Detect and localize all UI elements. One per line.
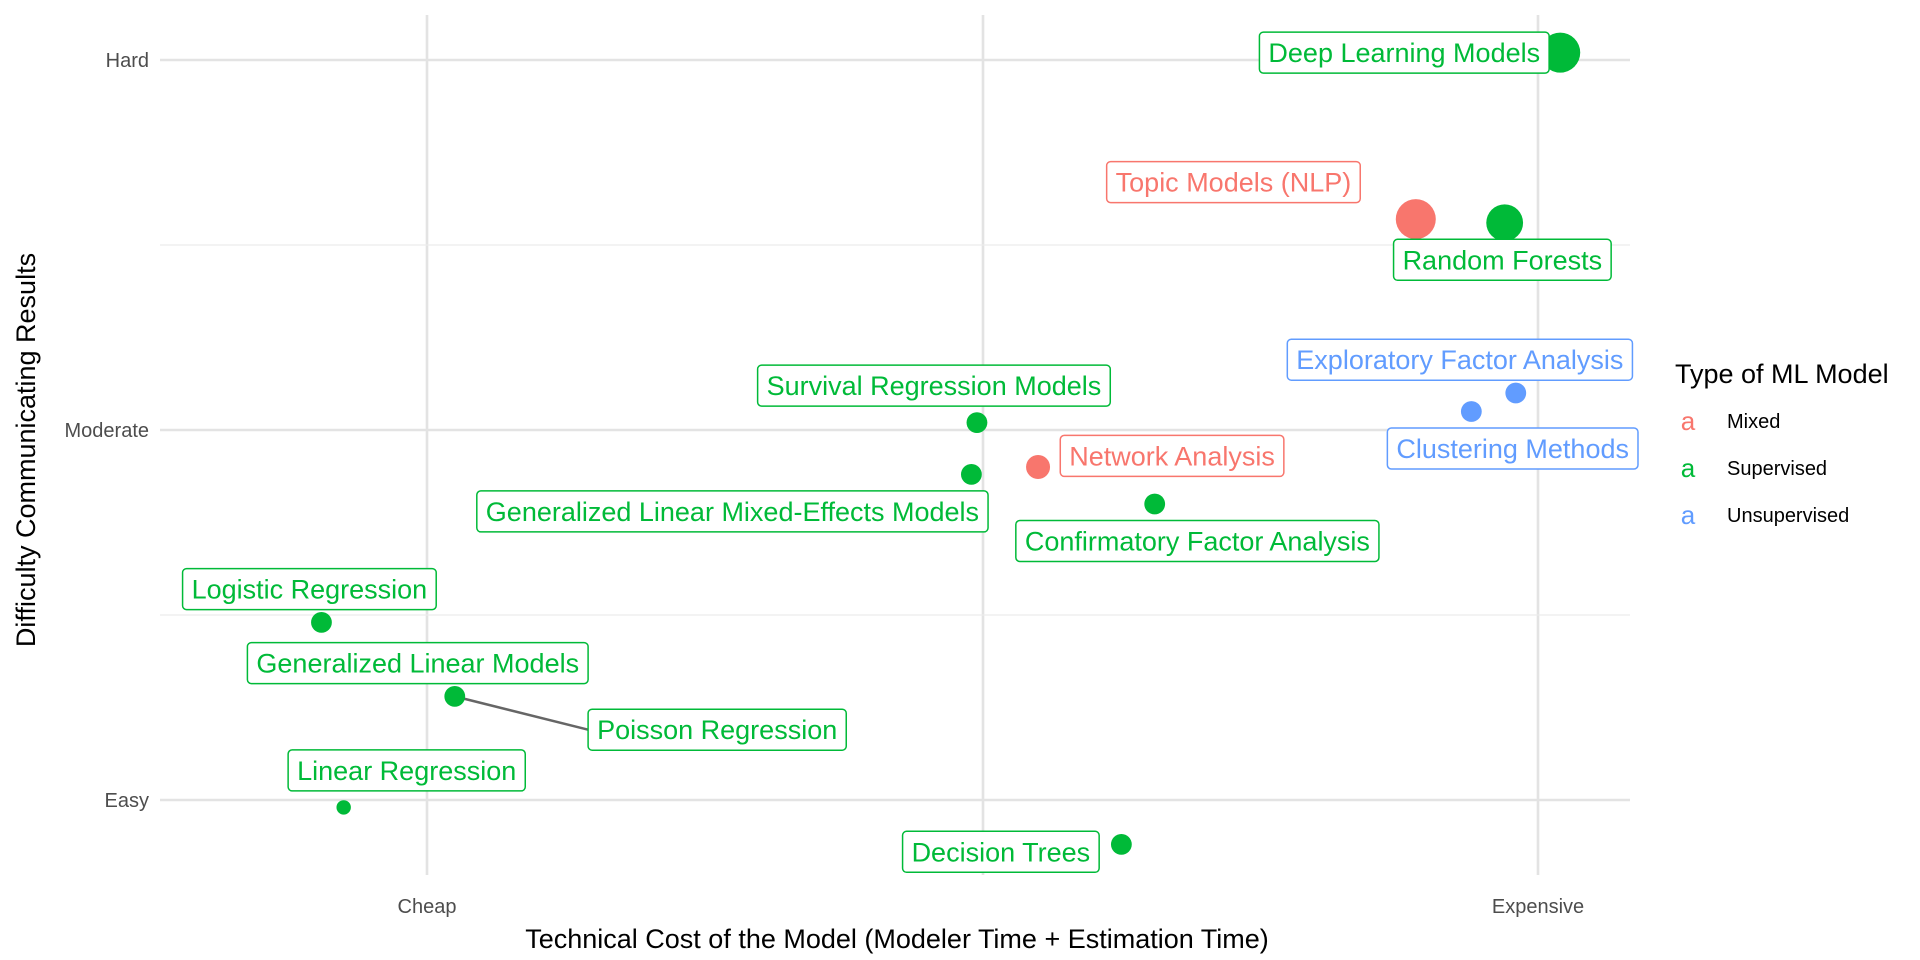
point-label-text: Generalized Linear Mixed-Effects Models (486, 497, 979, 527)
point-label-box (587, 708, 847, 751)
data-point (1505, 382, 1527, 404)
point-label-box (1015, 519, 1380, 563)
legend-key-glyph: a (1681, 453, 1696, 483)
legend-entry-label: Unsupervised (1727, 505, 1849, 527)
data-point (1395, 199, 1436, 240)
label-leader-line (454, 695, 589, 731)
point-label-text: Deep Learning Models (1268, 38, 1540, 68)
data-point (1144, 493, 1166, 515)
data-point (960, 464, 982, 485)
point-label-text: Poisson Regression (597, 715, 837, 745)
point-label-text: Random Forests (1403, 245, 1603, 275)
point-label-box (476, 490, 989, 533)
x-axis-title: Technical Cost of the Model (Modeler Tim… (525, 924, 1269, 954)
y-axis-title: Difficulty Communicating Results (11, 253, 41, 647)
data-point (336, 800, 351, 815)
point-label-text: Linear Regression (297, 756, 516, 786)
y-tick-label: Hard (106, 50, 149, 72)
point-label-box (181, 567, 437, 611)
data-point (1110, 834, 1132, 855)
y-tick-label: Easy (105, 790, 149, 812)
point-label-text: Survival Regression Models (767, 371, 1102, 401)
point-label-box (1258, 31, 1550, 74)
point-label-text: Decision Trees (912, 837, 1091, 867)
x-tick-label: Expensive (1492, 896, 1584, 918)
legend-entry-label: Mixed (1727, 411, 1780, 433)
data-point (966, 412, 988, 433)
point-label-box (1392, 238, 1612, 282)
legend: Type of ML Model a Mixed a Supervised a Unsup… (1675, 359, 1889, 530)
point-label-text: Confirmatory Factor Analysis (1025, 526, 1370, 556)
point-label-text: Clustering Methods (1396, 434, 1629, 464)
legend-items: a Mixed a Supervised a Unsupervised (1681, 406, 1850, 530)
point-label-box (756, 364, 1112, 407)
x-tick-label: Cheap (398, 896, 457, 918)
point-labels: Deep Learning Models Topic Models (NLP) Ra… (181, 31, 1639, 874)
point-label-box (246, 641, 589, 685)
data-points (311, 32, 1581, 855)
point-label-box (1059, 434, 1285, 478)
data-point (444, 686, 466, 707)
data-point (1486, 204, 1524, 242)
legend-key-glyph: a (1681, 406, 1696, 436)
point-label-box (1286, 338, 1634, 381)
point-label-box (901, 830, 1100, 874)
label-leaders (454, 695, 589, 731)
point-label-box (287, 749, 526, 792)
axis-ticks: Cheap Expensive Easy Moderate Hard (65, 50, 1585, 918)
y-tick-label: Moderate (65, 420, 150, 442)
point-label-text: Topic Models (NLP) (1116, 168, 1352, 198)
point-label-box (1386, 427, 1639, 470)
point-label-box (1105, 160, 1361, 204)
point-label-text: Logistic Regression (192, 575, 428, 605)
point-label-text: Exploratory Factor Analysis (1296, 345, 1623, 375)
data-point (311, 612, 332, 633)
legend-title: Type of ML Model (1675, 359, 1889, 389)
data-point (1460, 401, 1482, 422)
legend-key-glyph: a (1681, 500, 1696, 530)
data-point (1026, 455, 1051, 479)
point-label-text: Network Analysis (1069, 441, 1275, 471)
point-label-text: Generalized Linear Models (256, 649, 579, 679)
data-point (1540, 32, 1581, 73)
legend-entry-label: Supervised (1727, 458, 1827, 480)
